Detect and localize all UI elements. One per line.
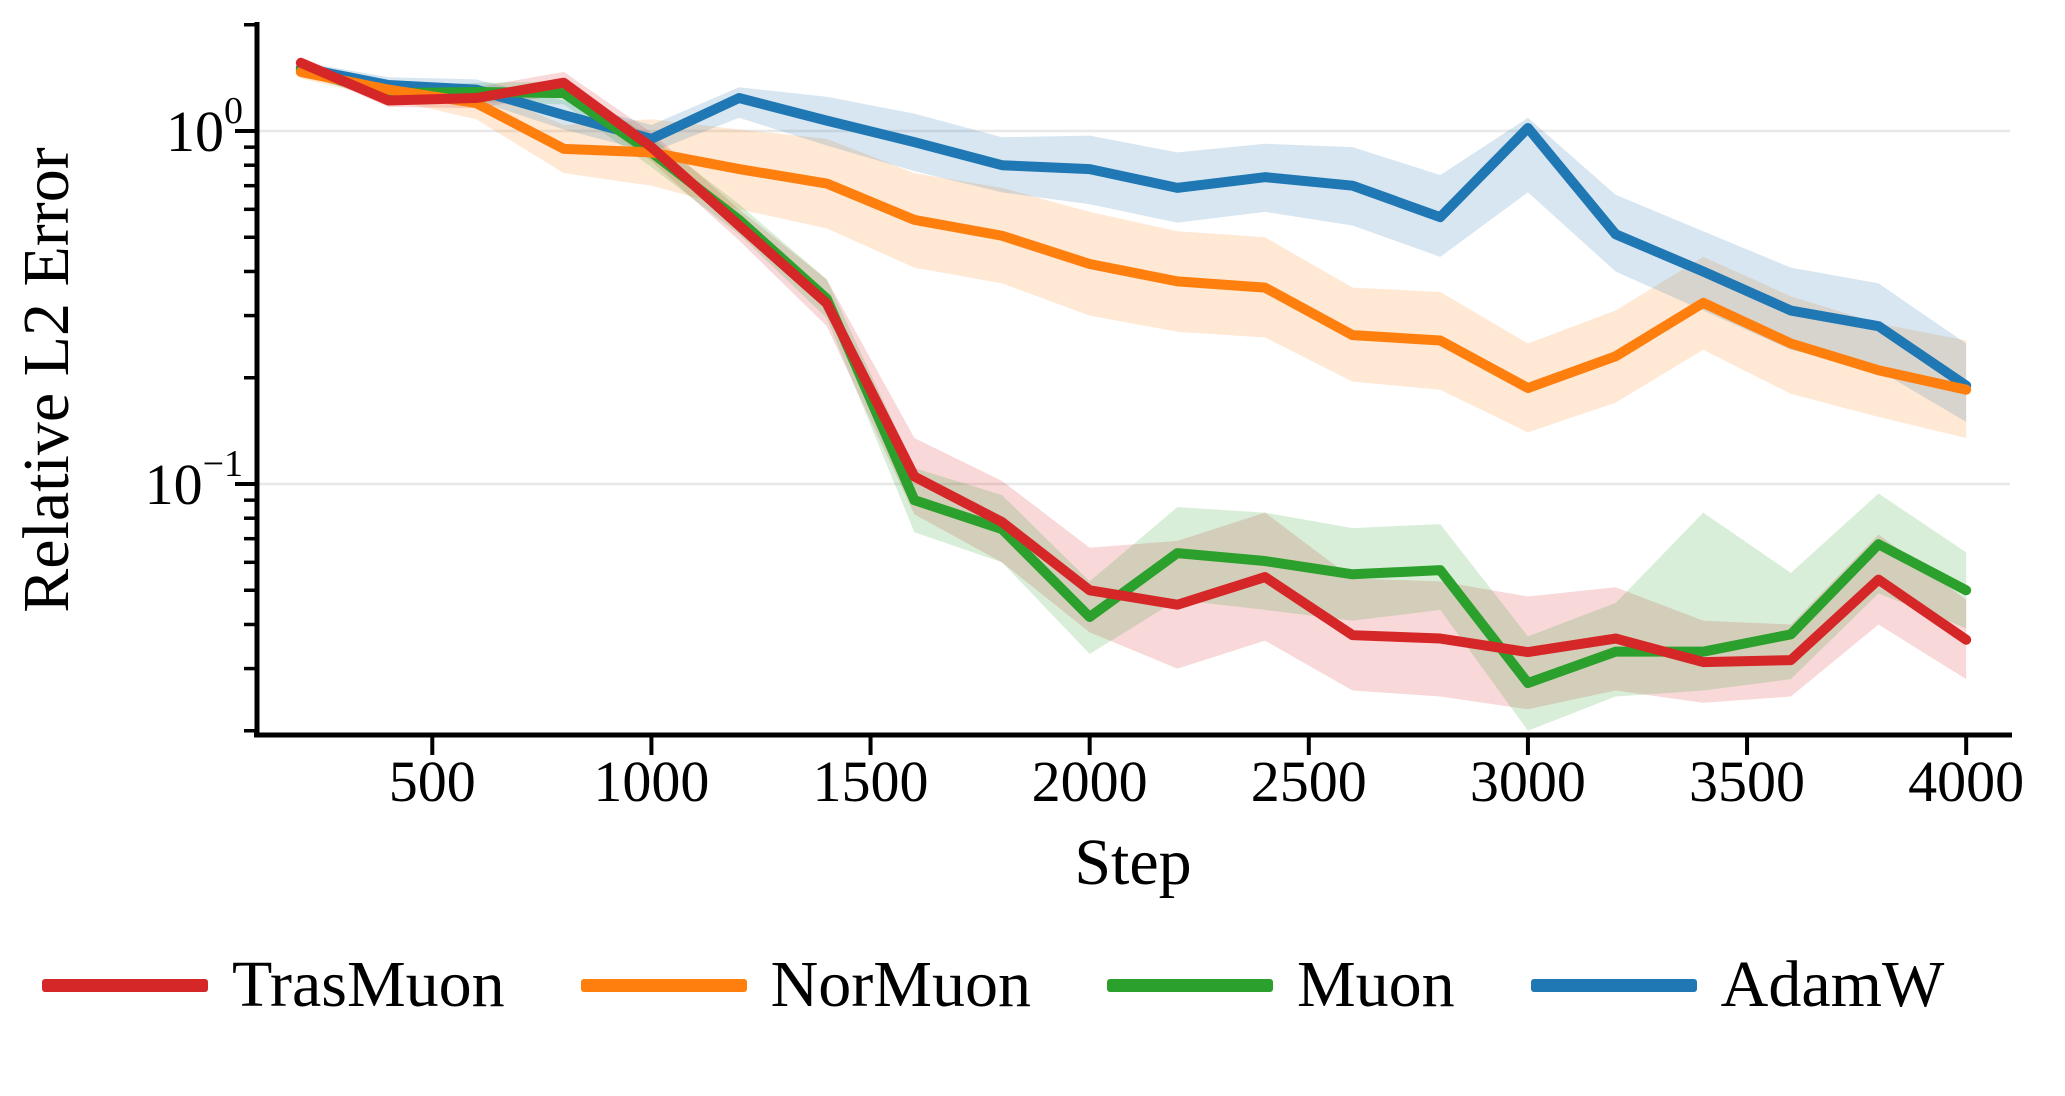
series-lines <box>295 57 1972 689</box>
trasmuon-line-swatch <box>42 978 208 992</box>
y-tick-label: 10−1 <box>145 443 243 517</box>
axis-ticks <box>235 22 1969 755</box>
x-tick-label: 2000 <box>1032 749 1148 814</box>
x-tick-label: 3500 <box>1689 749 1805 814</box>
x-tick-label: 1000 <box>593 749 709 814</box>
legend-entry-adamw: AdamW <box>1530 948 1945 1021</box>
x-tick-label: 1500 <box>813 749 929 814</box>
normuon-line-swatch <box>580 978 747 992</box>
y-axis-title: Relative L2 Error <box>10 147 83 613</box>
x-tick-labels: 500 1000 1500 2000 2500 3000 3500 4000 <box>389 749 2024 814</box>
confidence-bands <box>300 57 1967 731</box>
x-tick-label: 3000 <box>1470 749 1586 814</box>
legend-entry-muon: Muon <box>1106 948 1455 1021</box>
x-axis-title: Step <box>1074 826 1191 899</box>
muon-line-swatch <box>1106 978 1273 992</box>
legend-label-trasmuon: TrasMuon <box>232 948 505 1021</box>
y-tick-labels: 100 10−1 <box>145 90 243 517</box>
y-tick-label: 100 <box>166 90 243 164</box>
legend-label-adamw: AdamW <box>1720 948 1945 1021</box>
adamw-line-swatch <box>1530 978 1697 992</box>
axes-spines <box>254 22 2012 738</box>
legend-entry-trasmuon: TrasMuon <box>42 952 505 1018</box>
gridlines <box>259 129 2010 486</box>
legend-label-muon: Muon <box>1296 948 1455 1021</box>
legend-entry-normuon: NorMuon <box>580 948 1031 1021</box>
legend: TrasMuon NorMuon Muon AdamW <box>42 952 2022 1018</box>
legend-label-normuon: NorMuon <box>770 948 1031 1021</box>
x-tick-label: 4000 <box>1908 749 2024 814</box>
x-tick-label: 2500 <box>1251 749 1367 814</box>
x-tick-label: 500 <box>389 749 476 814</box>
